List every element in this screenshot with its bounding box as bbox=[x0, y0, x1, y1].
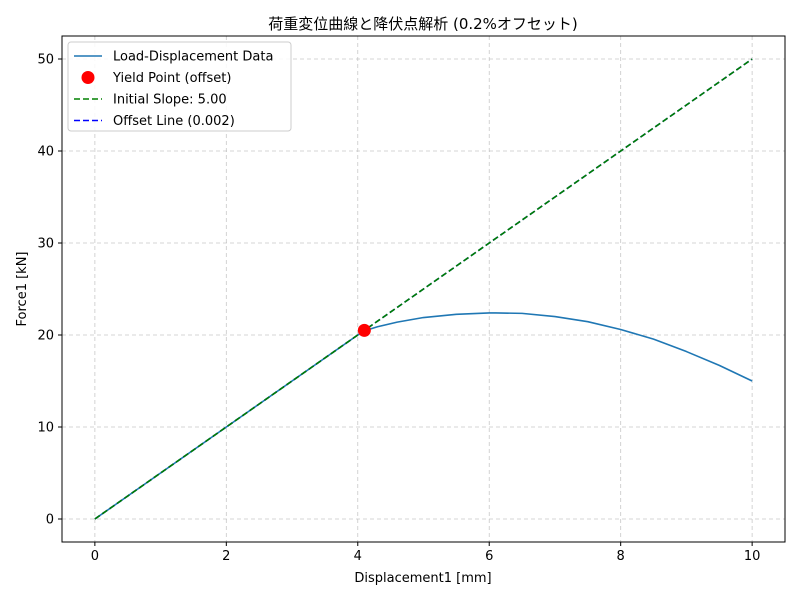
y-axis-title: Force1 [kN] bbox=[15, 252, 30, 327]
legend-label: Yield Point (offset) bbox=[112, 71, 231, 86]
legend-box bbox=[67, 41, 292, 132]
y-tick-label: 30 bbox=[37, 237, 54, 252]
axis-ticks: 0 2 4 6 8 10 0 10 20 30 40 50 bbox=[37, 53, 760, 565]
x-axis-title: Displacement1 [mm] bbox=[354, 571, 491, 586]
legend-label: Load-Displacement Data bbox=[113, 50, 273, 65]
yield-point-marker bbox=[357, 323, 371, 337]
legend-label: Offset Line (0.002) bbox=[113, 114, 235, 129]
plot-area bbox=[94, 58, 753, 520]
y-tick-label: 40 bbox=[37, 145, 54, 160]
x-tick-label: 2 bbox=[222, 549, 230, 564]
plot-frame bbox=[61, 35, 786, 543]
y-tick-label: 10 bbox=[37, 421, 54, 436]
chart-title: 荷重変位曲線と降伏点解析 (0.2%オフセット) bbox=[268, 15, 578, 33]
series-line-load-displacement-data bbox=[94, 312, 753, 520]
legend-swatch-yield-point bbox=[81, 71, 95, 84]
x-tick-label: 4 bbox=[354, 549, 362, 564]
x-tick-label: 0 bbox=[91, 549, 99, 564]
chart-legend: Load-Displacement Data Yield Point (offse… bbox=[67, 41, 292, 132]
x-tick-label: 10 bbox=[744, 549, 761, 564]
y-tick-label: 50 bbox=[37, 53, 54, 68]
series-line-initial-slope-5-00 bbox=[94, 58, 753, 520]
grid-lines bbox=[62, 36, 785, 542]
y-tick-label: 20 bbox=[37, 329, 54, 344]
legend-label: Initial Slope: 5.00 bbox=[113, 93, 227, 108]
x-tick-label: 6 bbox=[485, 549, 493, 564]
x-tick-label: 8 bbox=[617, 549, 625, 564]
y-tick-label: 0 bbox=[46, 513, 54, 528]
